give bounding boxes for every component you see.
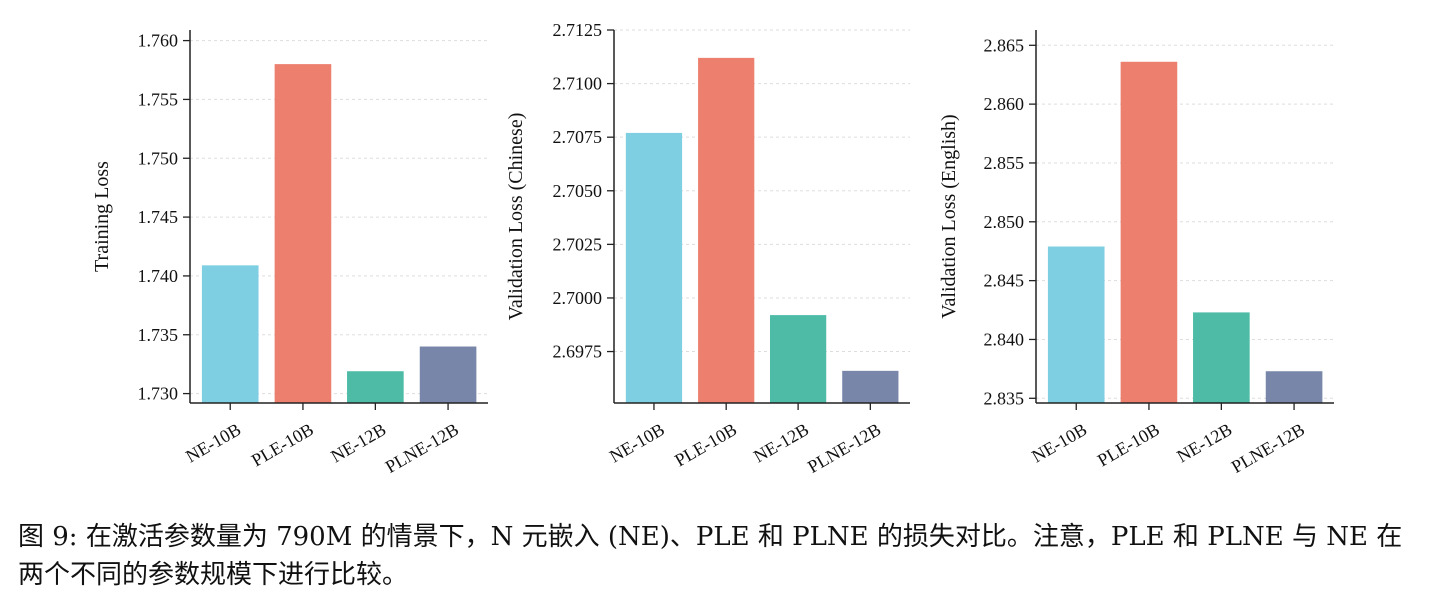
x-tick-label-ne-12b: NE-12B	[327, 419, 389, 466]
x-tick-label-plne-12b: PLNE-12B	[1228, 419, 1308, 477]
x-tick-label-ne-12b: NE-12B	[750, 419, 812, 466]
y-tick-label: 1.755	[138, 89, 179, 109]
y-tick-label: 2.860	[984, 94, 1025, 114]
chart-panel-3: 2.835 2.840 2.845 2.850 2.855 2.860 2.865 NE-10…	[938, 30, 1334, 477]
y-tick-label: 2.840	[984, 329, 1025, 349]
x-tick-label-plne-12b: PLNE-12B	[804, 419, 884, 477]
y-tick-label: 1.745	[138, 207, 179, 227]
y-tick-label: 1.730	[138, 384, 179, 404]
chart-panel-2: 2.6975 2.7000 2.7025 2.7050 2.7075 2.7100 2.71…	[505, 20, 910, 477]
y-tick-label: 1.740	[138, 266, 179, 286]
x-tick-label-ne-10b: NE-10B	[606, 419, 668, 466]
y-tick-label: 2.865	[984, 35, 1025, 55]
x-tick-label-plne-12b: PLNE-12B	[382, 419, 462, 477]
y-tick-label: 2.7075	[553, 127, 603, 147]
bar-ple-10b	[698, 57, 755, 403]
figure-three-bar-charts: 1.730 1.735 1.740 1.745 1.750 1.755 1.760 NE-10…	[91, 20, 1334, 477]
bar-ple-10b	[1120, 61, 1178, 403]
y-axis-label: Validation Loss (English)	[938, 114, 960, 318]
y-tick-label: 2.7000	[553, 288, 603, 308]
x-tick-label-ple-10b: PLE-10B	[1094, 419, 1163, 470]
bar-ne-12b	[769, 315, 827, 403]
bar-ne-12b	[347, 371, 404, 403]
x-tick-label-ple-10b: PLE-10B	[248, 419, 317, 470]
y-tick-label: 2.7050	[553, 181, 603, 201]
y-tick-label: 2.855	[984, 153, 1025, 173]
x-tick-label-ne-10b: NE-10B	[182, 419, 244, 466]
y-tick-label: 1.760	[138, 31, 179, 51]
y-tick-label: 2.7025	[553, 234, 603, 254]
x-tick-label-ple-10b: PLE-10B	[671, 419, 740, 470]
y-tick-label: 1.750	[138, 148, 179, 168]
bar-ne-10b	[201, 265, 259, 403]
bar-ple-10b	[274, 64, 332, 403]
y-axis-label: Validation Loss (Chinese)	[505, 113, 527, 321]
y-tick-label: 2.835	[984, 388, 1025, 408]
bar-plne-12b	[842, 370, 899, 403]
figure-caption: 图 9: 在激活参数量为 790M 的情景下，N 元嵌入 (NE)、PLE 和 …	[18, 522, 1403, 590]
x-tick-label-ne-12b: NE-12B	[1173, 419, 1235, 466]
bar-plne-12b	[1265, 371, 1323, 403]
chart-panel-1: 1.730 1.735 1.740 1.745 1.750 1.755 1.760 NE-10…	[91, 30, 488, 477]
y-axis-label: Training Loss	[91, 161, 113, 272]
y-tick-label: 2.850	[984, 212, 1025, 232]
x-tick-label-ne-10b: NE-10B	[1028, 419, 1090, 466]
y-tick-label: 2.7125	[553, 20, 603, 40]
bar-ne-10b	[625, 132, 683, 403]
y-tick-label: 1.735	[138, 325, 179, 345]
y-tick-label: 2.845	[984, 271, 1025, 291]
bar-ne-10b	[1047, 246, 1105, 403]
bar-plne-12b	[419, 346, 477, 403]
y-tick-label: 2.7100	[553, 74, 603, 94]
y-tick-label: 2.6975	[553, 342, 603, 362]
bar-ne-12b	[1193, 312, 1250, 403]
